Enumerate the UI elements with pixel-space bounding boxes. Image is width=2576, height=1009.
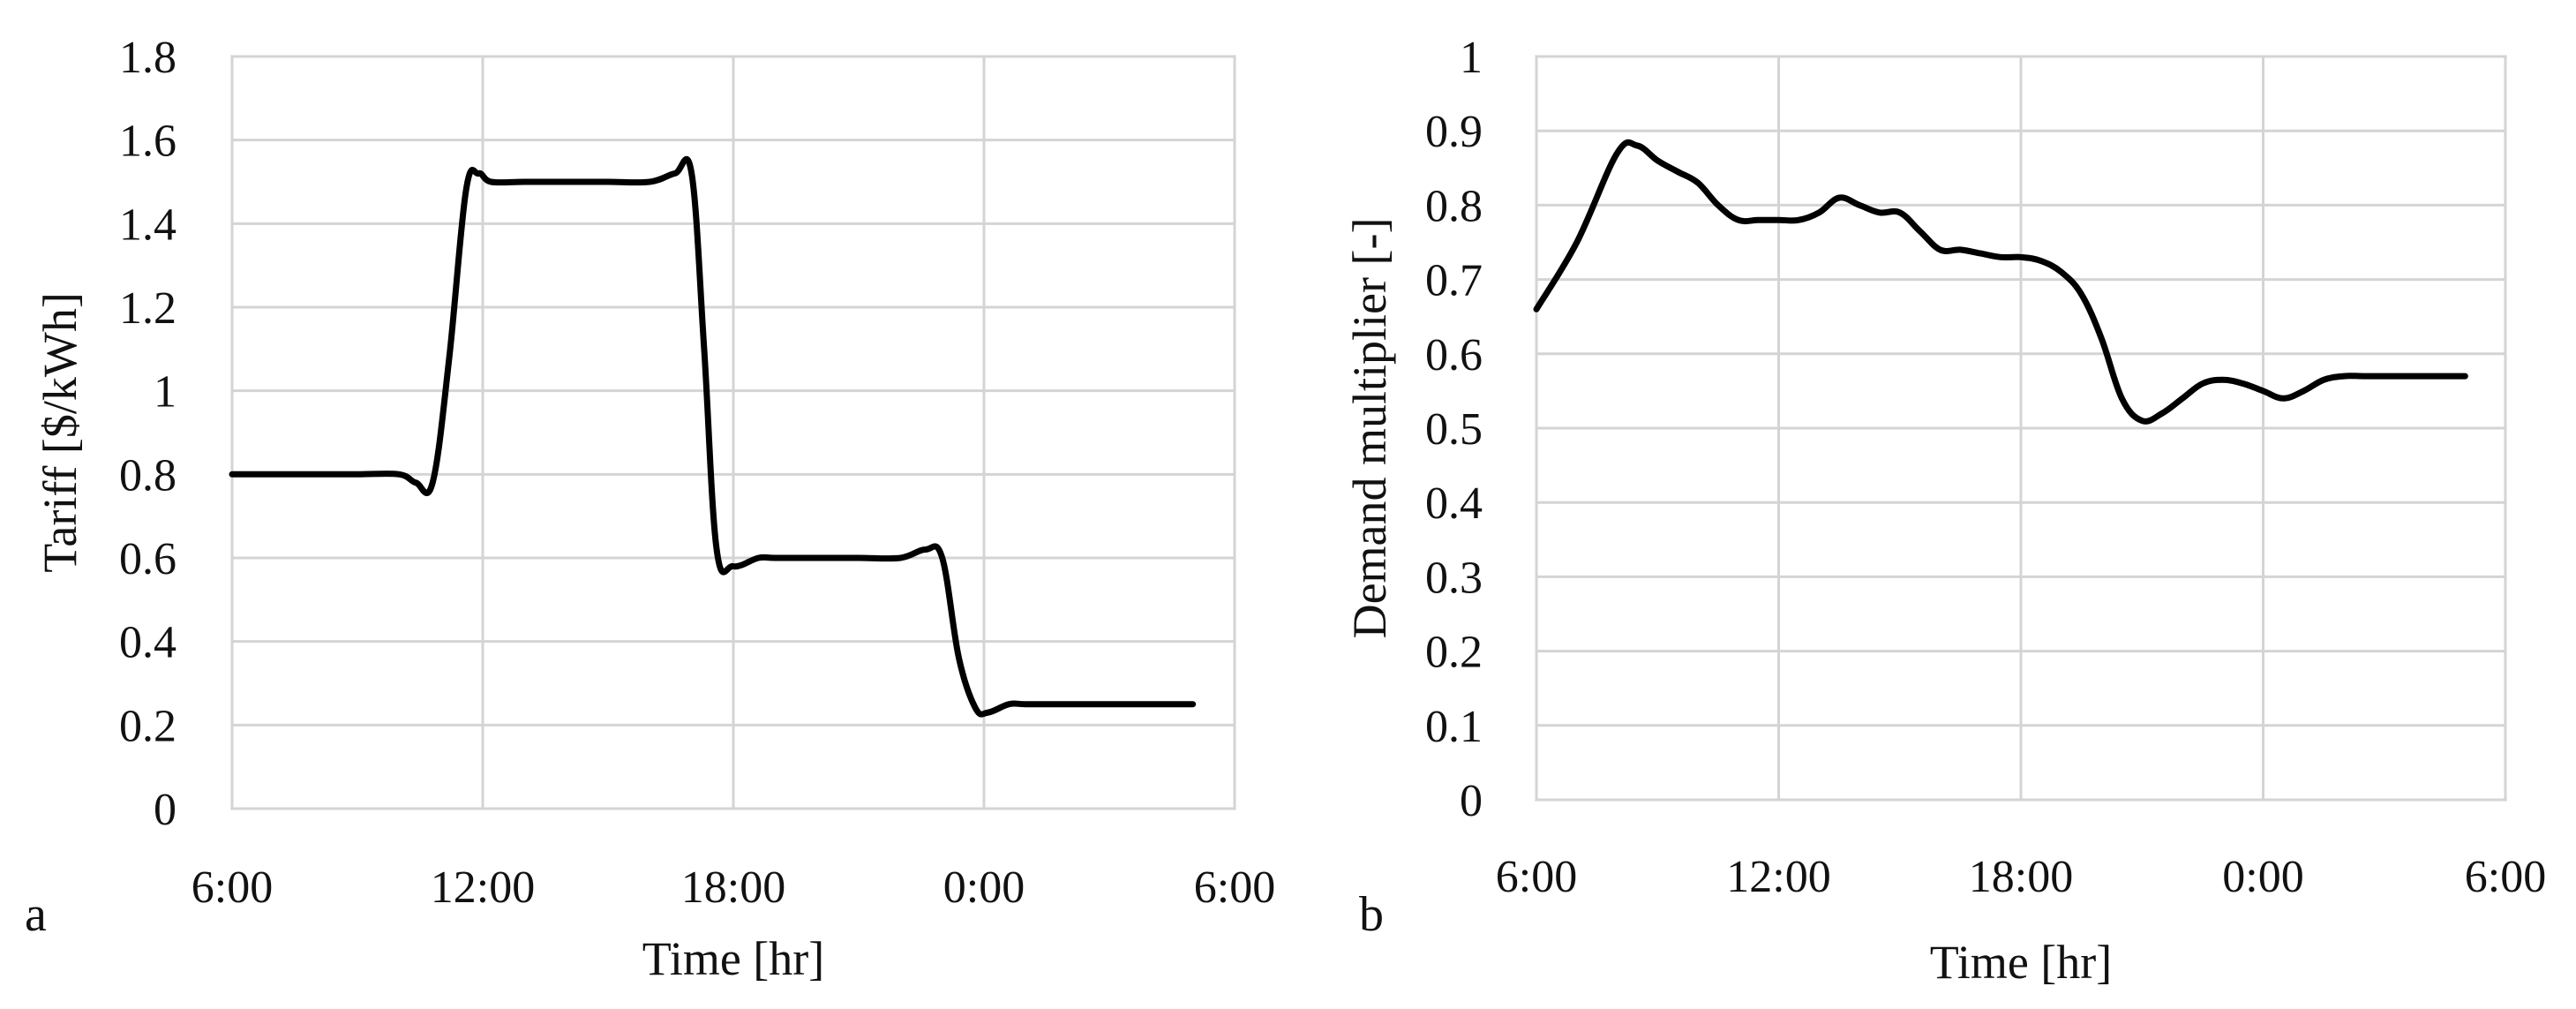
series-line-b-0 xyxy=(1533,139,2468,425)
y-tick-label-a-1: 0.2 xyxy=(119,701,176,751)
x-axis-label-a: Time [hr] xyxy=(642,932,825,985)
x-tick-label-a-4: 6:00 xyxy=(1194,862,1275,913)
y-tick-label-b-0: 0 xyxy=(1460,776,1483,826)
gridlines-a xyxy=(230,55,1236,810)
series-a xyxy=(229,155,1197,718)
y-tick-label-b-10: 1 xyxy=(1460,33,1483,83)
x-tick-label-a-2: 18:00 xyxy=(681,862,785,913)
y-tick-label-b-5: 0.5 xyxy=(1425,404,1483,455)
x-tick-label-b-4: 6:00 xyxy=(2465,852,2546,902)
y-tick-label-b-8: 0.8 xyxy=(1425,181,1483,231)
y-axis-label-b: Demand multiplier [-] xyxy=(1343,218,1396,639)
chart-panel-a: 0 0.2 0.4 0.6 0.8 1 1.2 1.4 1.6 1.8 6:00 12:00 18:0… xyxy=(25,33,1275,985)
series-line-a-0 xyxy=(229,155,1197,718)
y-tick-label-a-5: 1 xyxy=(154,367,176,418)
y-tick-label-b-6: 0.6 xyxy=(1425,330,1483,380)
x-tick-label-b-1: 12:00 xyxy=(1726,852,1830,902)
x-tick-label-b-3: 0:00 xyxy=(2222,852,2303,902)
y-tick-label-a-8: 1.6 xyxy=(119,117,176,167)
x-tick-label-b-0: 6:00 xyxy=(1496,852,1577,902)
y-tick-label-b-9: 0.9 xyxy=(1425,107,1483,157)
x-axis-label-b: Time [hr] xyxy=(1930,936,2113,989)
y-tick-label-a-4: 0.8 xyxy=(119,450,176,501)
y-tick-label-b-1: 0.1 xyxy=(1425,702,1483,752)
y-tick-label-a-9: 1.8 xyxy=(119,33,176,83)
series-b xyxy=(1533,139,2468,425)
y-tick-label-a-2: 0.4 xyxy=(119,618,176,668)
chart-panel-b: 0 0.1 0.2 0.3 0.4 0.5 0.6 0.7 0.8 0.9 1 6:00 12:00 1… xyxy=(1343,33,2546,989)
x-tick-label-a-0: 6:00 xyxy=(192,862,273,913)
y-tick-label-b-4: 0.4 xyxy=(1425,478,1483,529)
y-tick-label-a-6: 1.2 xyxy=(119,283,176,334)
panel-letter-b: b xyxy=(1359,887,1384,942)
x-tick-label-a-3: 0:00 xyxy=(943,862,1025,913)
y-tick-labels-b: 0 0.1 0.2 0.3 0.4 0.5 0.6 0.7 0.8 0.9 1 xyxy=(1425,33,1483,826)
y-tick-label-a-0: 0 xyxy=(154,785,176,835)
x-tick-label-a-1: 12:00 xyxy=(431,862,535,913)
x-tick-labels-b: 6:00 12:00 18:00 0:00 6:00 xyxy=(1496,852,2546,902)
y-tick-label-b-7: 0.7 xyxy=(1425,256,1483,306)
y-tick-label-a-7: 1.4 xyxy=(119,200,176,250)
y-tick-labels-a: 0 0.2 0.4 0.6 0.8 1 1.2 1.4 1.6 1.8 xyxy=(119,33,176,835)
x-tick-labels-a: 6:00 12:00 18:00 0:00 6:00 xyxy=(192,862,1275,913)
y-tick-label-a-3: 0.6 xyxy=(119,534,176,584)
y-tick-label-b-2: 0.2 xyxy=(1425,628,1483,678)
y-tick-label-b-3: 0.3 xyxy=(1425,553,1483,603)
x-tick-label-b-2: 18:00 xyxy=(1969,852,2073,902)
gridlines-b xyxy=(1535,55,2507,802)
y-axis-label-a: Tariff [$/kWh] xyxy=(34,292,86,573)
panel-letter-a: a xyxy=(25,887,47,942)
